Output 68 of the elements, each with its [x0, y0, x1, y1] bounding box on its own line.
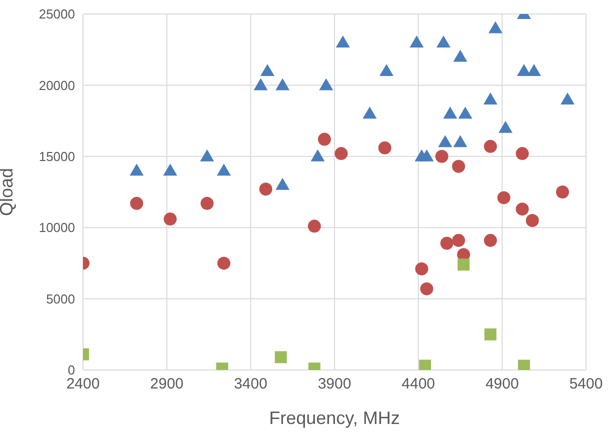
- point: [420, 282, 434, 296]
- x-tick-label: 4900: [485, 376, 519, 393]
- point: [200, 196, 214, 210]
- point: [443, 106, 458, 119]
- point: [560, 92, 575, 104]
- x-tick-label: 3400: [234, 376, 268, 393]
- point: [410, 35, 424, 48]
- y-tick-label: 25000: [38, 6, 75, 22]
- point: [483, 92, 498, 104]
- point: [498, 120, 513, 133]
- point: [556, 186, 570, 198]
- point: [362, 106, 377, 119]
- point: [516, 64, 531, 76]
- x-tick-label: 2900: [150, 376, 184, 393]
- point: [526, 214, 539, 227]
- point: [419, 360, 432, 370]
- point: [130, 164, 144, 176]
- point: [164, 212, 177, 226]
- point: [130, 196, 144, 210]
- point: [217, 256, 230, 270]
- point: [276, 178, 290, 190]
- point: [516, 202, 529, 216]
- y-tick-label: 10000: [38, 220, 75, 236]
- point: [336, 35, 350, 48]
- point: [308, 220, 321, 233]
- point: [274, 351, 287, 364]
- point: [527, 64, 542, 76]
- point: [453, 135, 468, 148]
- point: [420, 149, 434, 162]
- x-tick-label: 4400: [402, 376, 436, 393]
- point: [379, 64, 394, 76]
- point: [310, 149, 325, 162]
- y-tick-label: 15000: [38, 149, 75, 164]
- point: [260, 64, 274, 76]
- point: [497, 191, 510, 204]
- point: [435, 150, 448, 163]
- point: [458, 106, 472, 119]
- point: [458, 258, 470, 271]
- point: [452, 160, 466, 173]
- y-tick-label: 20000: [38, 78, 75, 93]
- point: [436, 35, 450, 48]
- point: [518, 360, 530, 370]
- point: [259, 182, 272, 196]
- point: [415, 262, 428, 276]
- point: [319, 78, 334, 90]
- x-tick-label: 3900: [318, 376, 352, 393]
- point: [276, 78, 290, 90]
- point: [452, 234, 466, 247]
- point: [438, 135, 452, 148]
- point: [440, 236, 454, 250]
- point: [484, 234, 497, 247]
- point: [488, 21, 502, 34]
- point: [318, 132, 331, 146]
- point: [163, 164, 178, 176]
- point: [200, 149, 214, 162]
- x-axis-title: Frequency, MHz: [269, 408, 400, 428]
- point: [334, 147, 348, 160]
- x-tick-label: 2400: [66, 376, 100, 393]
- point: [453, 50, 468, 62]
- x-tick-label: 5400: [569, 376, 603, 393]
- point: [216, 164, 231, 176]
- point: [484, 328, 496, 340]
- point: [378, 141, 392, 154]
- y-tick-label: 0: [68, 362, 75, 378]
- point: [516, 147, 529, 160]
- point: [254, 78, 268, 90]
- point: [484, 140, 497, 153]
- y-tick-label: 5000: [46, 291, 75, 306]
